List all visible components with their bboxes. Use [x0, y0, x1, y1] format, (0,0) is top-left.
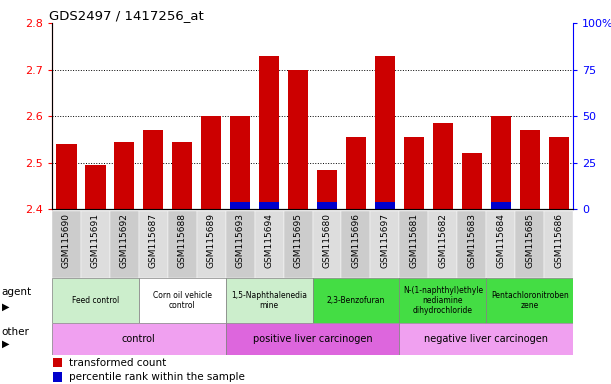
Bar	[139, 211, 168, 278]
Bar	[317, 202, 337, 209]
Text: 2,3-Benzofuran: 2,3-Benzofuran	[327, 296, 385, 305]
Bar	[56, 144, 76, 209]
Text: GSM115683: GSM115683	[467, 213, 477, 268]
Bar	[400, 278, 486, 323]
Bar	[225, 211, 255, 278]
Bar	[515, 211, 544, 278]
Bar	[52, 278, 139, 323]
Bar	[462, 154, 482, 209]
Text: GSM115680: GSM115680	[323, 213, 332, 268]
Text: agent: agent	[2, 286, 32, 297]
Bar	[52, 323, 225, 355]
Text: Pentachloronitroben
zene: Pentachloronitroben zene	[491, 291, 569, 310]
Text: other: other	[2, 327, 30, 338]
Bar	[317, 170, 337, 209]
Bar	[375, 202, 395, 209]
Bar	[433, 123, 453, 209]
Bar	[230, 116, 251, 209]
Text: transformed count: transformed count	[68, 358, 166, 368]
Text: negative liver carcinogen: negative liver carcinogen	[424, 334, 548, 344]
Text: GSM115684: GSM115684	[496, 213, 505, 268]
Bar	[491, 202, 511, 209]
Text: GSM115681: GSM115681	[409, 213, 419, 268]
Bar	[404, 137, 424, 209]
Text: 1,5-Naphthalenedia
mine: 1,5-Naphthalenedia mine	[231, 291, 307, 310]
Bar	[255, 211, 284, 278]
Bar	[114, 142, 134, 209]
Text: GSM115686: GSM115686	[554, 213, 563, 268]
Bar	[81, 211, 110, 278]
Bar	[519, 130, 540, 209]
Text: GSM115696: GSM115696	[351, 213, 360, 268]
Bar	[53, 372, 62, 382]
Text: GSM115690: GSM115690	[62, 213, 71, 268]
Bar	[457, 211, 486, 278]
Text: GDS2497 / 1417256_at: GDS2497 / 1417256_at	[49, 9, 204, 22]
Text: GSM115691: GSM115691	[91, 213, 100, 268]
Bar	[172, 142, 192, 209]
Bar	[230, 202, 251, 209]
Text: GSM115682: GSM115682	[438, 213, 447, 268]
Text: GSM115697: GSM115697	[381, 213, 389, 268]
Bar	[400, 323, 573, 355]
Text: GSM115689: GSM115689	[207, 213, 216, 268]
Bar	[428, 211, 457, 278]
Bar	[225, 278, 313, 323]
Bar	[346, 137, 366, 209]
Text: Corn oil vehicle
control: Corn oil vehicle control	[153, 291, 212, 310]
Bar	[549, 137, 569, 209]
Bar	[375, 56, 395, 209]
Bar	[168, 211, 197, 278]
Bar	[313, 278, 400, 323]
Bar	[491, 116, 511, 209]
Bar	[225, 323, 400, 355]
Bar	[139, 278, 225, 323]
Bar	[259, 202, 279, 209]
Bar	[259, 56, 279, 209]
Text: GSM115693: GSM115693	[236, 213, 244, 268]
Text: GSM115694: GSM115694	[265, 213, 274, 268]
Bar	[143, 130, 163, 209]
Text: positive liver carcinogen: positive liver carcinogen	[253, 334, 372, 344]
Text: N-(1-naphthyl)ethyle
nediamine
dihydrochloride: N-(1-naphthyl)ethyle nediamine dihydroch…	[403, 286, 483, 315]
Bar	[370, 211, 400, 278]
Text: GSM115695: GSM115695	[293, 213, 302, 268]
Text: GSM115687: GSM115687	[148, 213, 158, 268]
Text: GSM115688: GSM115688	[178, 213, 187, 268]
Bar	[486, 211, 515, 278]
Bar	[400, 211, 428, 278]
Text: percentile rank within the sample: percentile rank within the sample	[68, 372, 244, 382]
Bar	[544, 211, 573, 278]
Text: GSM115685: GSM115685	[525, 213, 534, 268]
Bar	[313, 211, 342, 278]
Bar	[486, 278, 573, 323]
Text: ▶: ▶	[2, 302, 9, 312]
Bar	[197, 211, 225, 278]
Text: Feed control: Feed control	[71, 296, 119, 305]
Bar	[288, 70, 308, 209]
Bar	[53, 358, 62, 367]
Bar	[342, 211, 370, 278]
Text: ▶: ▶	[2, 339, 9, 349]
Bar	[52, 211, 81, 278]
Text: control: control	[122, 334, 156, 344]
Bar	[201, 116, 221, 209]
Bar	[85, 165, 106, 209]
Text: GSM115692: GSM115692	[120, 213, 129, 268]
Bar	[284, 211, 313, 278]
Bar	[110, 211, 139, 278]
